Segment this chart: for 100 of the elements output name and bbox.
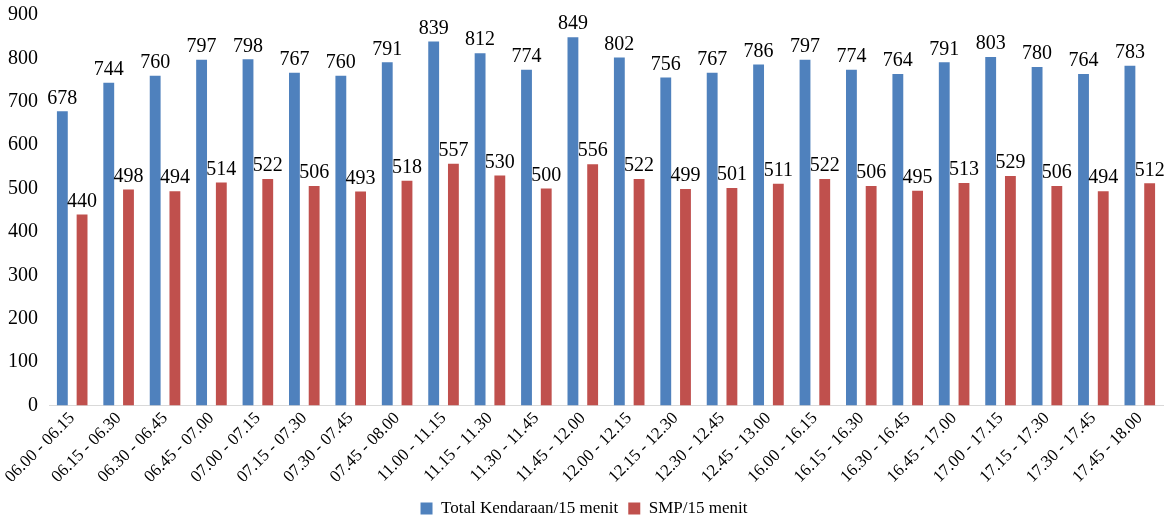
data-label: 522 [624, 153, 655, 176]
bar [865, 185, 877, 406]
data-label: 812 [465, 27, 496, 50]
data-label: 518 [391, 154, 422, 177]
data-label: 506 [856, 160, 887, 183]
data-label: 767 [279, 46, 310, 69]
bar [56, 111, 68, 406]
bar [401, 180, 413, 406]
y-tick-label: 200 [8, 305, 38, 328]
bar [474, 53, 486, 406]
bar [912, 190, 923, 406]
data-label: 557 [438, 138, 469, 161]
data-label: 511 [763, 158, 793, 181]
bar [1144, 183, 1156, 406]
bar [892, 74, 904, 406]
bar [938, 62, 950, 406]
bar [242, 59, 254, 406]
data-label: 849 [557, 11, 588, 34]
data-label: 500 [531, 162, 562, 185]
data-label: 786 [743, 38, 774, 61]
bar [567, 37, 579, 406]
bar [494, 175, 506, 406]
bar [680, 188, 691, 406]
data-label: 767 [697, 46, 728, 69]
bar [1051, 185, 1063, 406]
data-label: 506 [1041, 160, 1072, 183]
data-label: 678 [47, 85, 78, 108]
data-label: 797 [186, 33, 217, 56]
bar [587, 164, 599, 406]
data-label: 803 [975, 31, 1006, 54]
data-label: 440 [67, 188, 98, 211]
y-tick-label: 400 [8, 219, 38, 242]
y-tick-label: 900 [8, 2, 38, 25]
data-label: 764 [882, 48, 913, 71]
data-label: 839 [418, 15, 449, 38]
data-label: 791 [929, 36, 960, 59]
legend-label: SMP/15 menit [648, 497, 748, 517]
data-label: 760 [325, 49, 356, 72]
bar [772, 183, 784, 406]
bar [819, 179, 831, 406]
data-label: 494 [159, 165, 190, 188]
data-label: 530 [484, 149, 515, 172]
data-label: 774 [511, 43, 542, 66]
y-tick-label: 700 [8, 89, 38, 112]
bar [613, 57, 625, 406]
bar [215, 182, 227, 406]
bar [308, 185, 320, 406]
bar [447, 163, 459, 406]
y-tick-label: 800 [8, 45, 38, 68]
data-label: 556 [577, 138, 608, 161]
data-label: 499 [670, 163, 701, 186]
bar [846, 69, 857, 406]
y-tick-label: 600 [8, 132, 38, 155]
data-label: 774 [836, 43, 867, 66]
data-label: 797 [790, 33, 821, 56]
data-label: 513 [948, 157, 979, 180]
bar [985, 57, 997, 406]
bar [262, 179, 274, 406]
bar [123, 189, 134, 406]
bar [103, 82, 115, 406]
bar [355, 191, 366, 406]
data-label: 744 [93, 56, 124, 79]
data-label: 764 [1068, 48, 1099, 71]
bar [521, 69, 532, 406]
data-label: 760 [140, 49, 171, 72]
data-label: 522 [809, 153, 840, 176]
data-label: 501 [716, 162, 747, 185]
data-label: 522 [252, 153, 283, 176]
bar [958, 182, 970, 406]
bar [1004, 175, 1016, 406]
bar [76, 214, 88, 406]
bar [428, 41, 440, 406]
bar [1124, 65, 1136, 406]
data-label: 506 [299, 160, 330, 183]
bar [196, 59, 208, 406]
data-label: 791 [372, 36, 403, 59]
y-tick-label: 100 [8, 349, 38, 372]
bar [753, 64, 765, 406]
bar [706, 72, 718, 406]
bar [381, 62, 393, 406]
y-tick-label: 0 [28, 392, 38, 415]
data-label: 802 [604, 31, 635, 54]
legend-label: Total Kendaraan/15 menit [441, 497, 619, 517]
data-label: 514 [206, 156, 237, 179]
data-label: 498 [113, 163, 144, 186]
bar [1097, 191, 1109, 406]
data-label: 529 [995, 150, 1026, 173]
bar [726, 188, 738, 406]
bar [660, 77, 672, 406]
data-label: 495 [902, 164, 933, 187]
bar [1031, 67, 1043, 406]
data-label: 783 [1114, 40, 1145, 63]
bar [335, 75, 347, 406]
bar [289, 72, 300, 406]
bar [1078, 74, 1089, 406]
y-tick-label: 500 [8, 175, 38, 198]
bar [799, 59, 811, 406]
data-label: 512 [1134, 157, 1165, 180]
bar [633, 179, 645, 406]
bar [169, 191, 181, 406]
